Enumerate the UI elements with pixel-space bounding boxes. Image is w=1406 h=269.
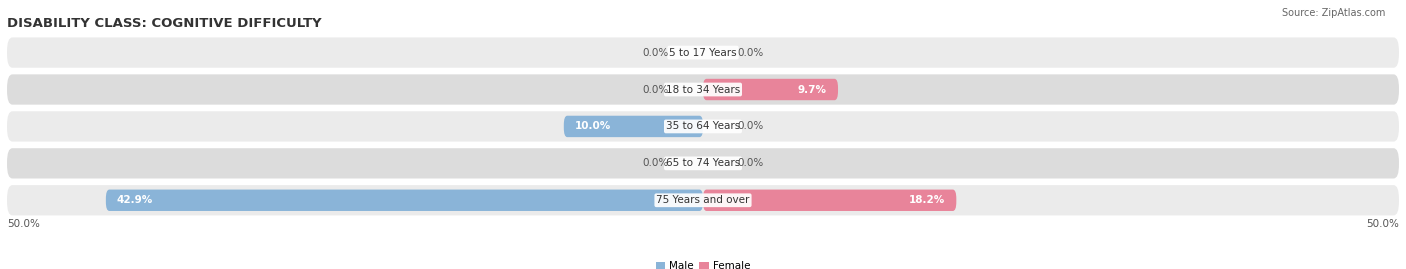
- Text: 0.0%: 0.0%: [643, 48, 668, 58]
- Text: 5 to 17 Years: 5 to 17 Years: [669, 48, 737, 58]
- FancyBboxPatch shape: [105, 190, 703, 211]
- Text: Source: ZipAtlas.com: Source: ZipAtlas.com: [1281, 8, 1385, 18]
- Text: 0.0%: 0.0%: [738, 158, 763, 168]
- FancyBboxPatch shape: [7, 74, 1399, 105]
- Text: 0.0%: 0.0%: [738, 121, 763, 132]
- Text: 75 Years and over: 75 Years and over: [657, 195, 749, 205]
- Text: 0.0%: 0.0%: [643, 158, 668, 168]
- FancyBboxPatch shape: [7, 185, 1399, 215]
- Text: 0.0%: 0.0%: [643, 84, 668, 94]
- Text: 10.0%: 10.0%: [575, 121, 612, 132]
- Text: 35 to 64 Years: 35 to 64 Years: [666, 121, 740, 132]
- FancyBboxPatch shape: [7, 148, 1399, 179]
- FancyBboxPatch shape: [703, 79, 838, 100]
- Text: DISABILITY CLASS: COGNITIVE DIFFICULTY: DISABILITY CLASS: COGNITIVE DIFFICULTY: [7, 17, 322, 30]
- Text: 18 to 34 Years: 18 to 34 Years: [666, 84, 740, 94]
- Text: 65 to 74 Years: 65 to 74 Years: [666, 158, 740, 168]
- Legend: Male, Female: Male, Female: [651, 257, 755, 269]
- FancyBboxPatch shape: [703, 190, 956, 211]
- Text: 42.9%: 42.9%: [117, 195, 153, 205]
- Text: 50.0%: 50.0%: [1367, 220, 1399, 229]
- Text: 0.0%: 0.0%: [738, 48, 763, 58]
- Text: 9.7%: 9.7%: [797, 84, 827, 94]
- Text: 50.0%: 50.0%: [7, 220, 39, 229]
- FancyBboxPatch shape: [7, 37, 1399, 68]
- Text: 18.2%: 18.2%: [908, 195, 945, 205]
- FancyBboxPatch shape: [7, 111, 1399, 141]
- FancyBboxPatch shape: [564, 116, 703, 137]
